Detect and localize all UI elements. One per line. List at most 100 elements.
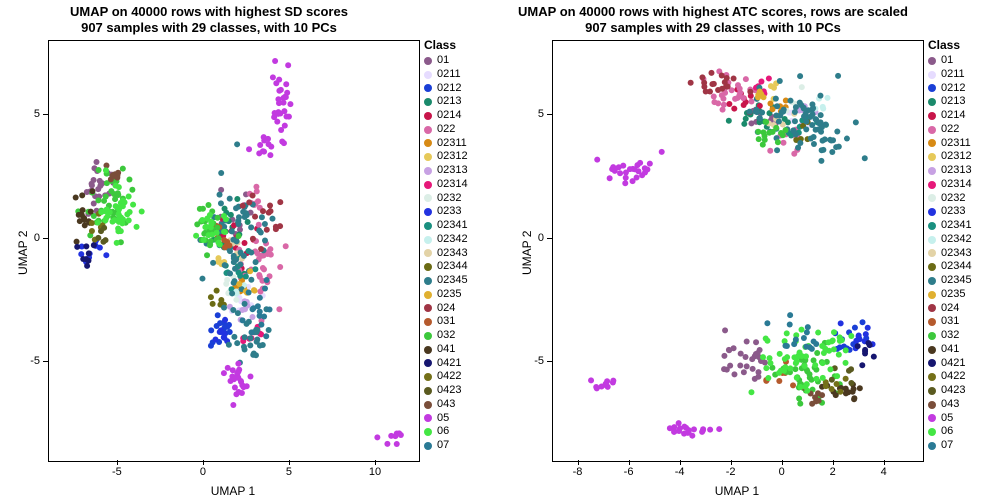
legend-label: 02342 [941, 233, 972, 247]
data-point [266, 327, 272, 333]
data-point [215, 259, 221, 265]
legend-item: 02311 [424, 137, 468, 151]
data-point [215, 312, 221, 318]
data-point [783, 127, 789, 133]
data-point [262, 286, 268, 292]
data-point [826, 348, 832, 354]
data-point [711, 99, 717, 105]
data-point [244, 383, 250, 389]
data-point [753, 351, 759, 357]
data-point [251, 350, 257, 356]
data-point [726, 101, 732, 107]
data-point [235, 369, 241, 375]
data-point [282, 123, 288, 129]
x-tick-label: 2 [830, 466, 836, 478]
legend-swatch [928, 414, 936, 422]
data-point [236, 281, 242, 287]
data-point [224, 277, 230, 283]
data-point [760, 142, 766, 148]
data-point [863, 331, 869, 337]
data-point [88, 209, 94, 215]
data-point [780, 132, 786, 138]
legend-swatch [928, 208, 936, 216]
data-point [773, 96, 779, 102]
data-point [113, 183, 119, 189]
data-point [217, 242, 223, 248]
data-point [803, 344, 809, 350]
legend-swatch [424, 304, 432, 312]
data-point [799, 353, 805, 359]
legend-item: 0422 [928, 370, 972, 384]
data-point [820, 360, 826, 366]
y-tick-label: 5 [34, 108, 40, 120]
data-point [116, 228, 122, 234]
data-point [616, 164, 622, 170]
data-point [747, 89, 753, 95]
legend-swatch [928, 71, 936, 79]
data-point [797, 401, 803, 407]
data-point [851, 395, 857, 401]
data-point [103, 167, 109, 173]
data-point [768, 83, 774, 89]
plot-area [552, 40, 924, 462]
legend-label: 05 [941, 412, 953, 426]
data-point [250, 236, 256, 242]
data-point [820, 147, 826, 153]
data-point [222, 229, 228, 235]
legend-item: 02314 [928, 178, 972, 192]
data-point [91, 242, 97, 248]
data-point [281, 108, 287, 114]
data-point [392, 433, 398, 439]
legend-label: 031 [437, 315, 455, 329]
data-point [795, 145, 801, 151]
data-point [799, 84, 805, 90]
data-point [827, 366, 833, 372]
data-point [741, 369, 747, 375]
data-point [740, 95, 746, 101]
x-tick [375, 460, 376, 465]
data-point [848, 333, 854, 339]
data-point [276, 88, 282, 94]
x-tick [782, 460, 783, 465]
data-point [810, 105, 816, 111]
x-tick [578, 460, 579, 465]
data-point [720, 96, 726, 102]
data-point [207, 212, 213, 218]
data-point [848, 380, 854, 386]
data-point [89, 188, 95, 194]
chart-title: UMAP on 40000 rows with highest ATC scor… [504, 4, 922, 37]
data-point [685, 430, 691, 436]
legend-item: 0422 [424, 370, 468, 384]
data-point [782, 364, 788, 370]
data-point [700, 426, 706, 432]
legend-swatch [928, 277, 936, 285]
data-point [862, 350, 868, 356]
data-point [84, 263, 90, 269]
legend-title: Class [928, 38, 972, 52]
data-point [222, 317, 228, 323]
legend-item: 041 [928, 343, 972, 357]
data-point [802, 363, 808, 369]
legend-item: 024 [928, 302, 972, 316]
legend-swatch [928, 442, 936, 450]
legend-item: 02343 [928, 247, 972, 261]
data-point [214, 288, 220, 294]
data-point [782, 356, 788, 362]
data-point [266, 141, 272, 147]
legend-swatch [928, 222, 936, 230]
data-point [236, 233, 242, 239]
legend-label: 02345 [437, 274, 468, 288]
data-point [865, 325, 871, 331]
data-point [817, 93, 823, 99]
data-point [776, 378, 782, 384]
data-point [774, 147, 780, 153]
legend-swatch [928, 318, 936, 326]
legend-item: 02343 [424, 247, 468, 261]
legend-label: 022 [941, 123, 959, 137]
legend-item: 0233 [928, 205, 972, 219]
legend-item: 041 [424, 343, 468, 357]
data-point [747, 109, 753, 115]
data-point [258, 246, 264, 252]
legend-swatch [928, 57, 936, 65]
data-point [248, 224, 254, 230]
